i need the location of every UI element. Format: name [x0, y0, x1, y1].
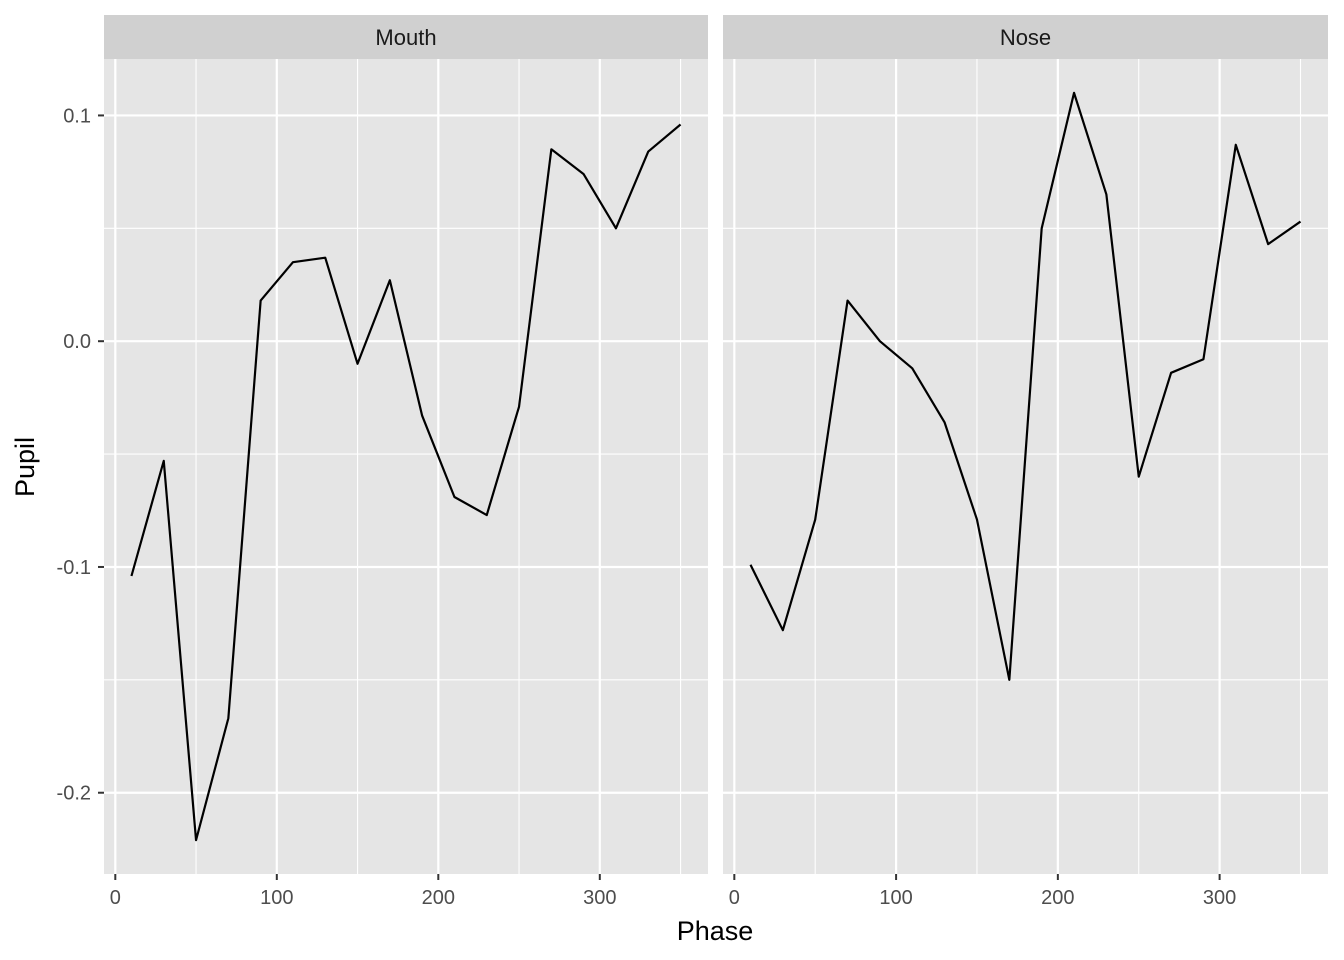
- x-tick-label: 200: [1041, 887, 1074, 909]
- facet-panel-nose: Nose 0 100 200 300: [723, 15, 1328, 909]
- facet-strip: [723, 15, 1328, 59]
- facet-strip-label: Mouth: [375, 25, 436, 50]
- x-tick-label: 100: [879, 887, 912, 909]
- x-tick-label: 300: [583, 887, 616, 909]
- facet-panel-mouth: Mouth 0 100 200 300 -0.2 -0.1 0.0 0.1: [57, 15, 708, 909]
- y-tick-label: 0.0: [63, 331, 91, 353]
- facet-strip: [104, 15, 708, 59]
- panel-background: [104, 59, 708, 874]
- y-tick-label: 0.1: [63, 105, 91, 127]
- y-tick-label: -0.2: [57, 783, 91, 805]
- x-tick-label: 100: [260, 887, 293, 909]
- x-tick-label: 300: [1203, 887, 1236, 909]
- series-line-mouth: [130, 123, 682, 842]
- series-line-nose: [749, 91, 1302, 681]
- facet-strip-label: Nose: [1000, 25, 1051, 50]
- x-tick-label: 0: [110, 887, 121, 909]
- y-tick-label: -0.1: [57, 557, 91, 579]
- x-tick-label: 200: [422, 887, 455, 909]
- facet-panels: Mouth 0 100 200 300 -0.2 -0.1 0.0 0.1 Nose 0 100 200…: [57, 15, 1328, 909]
- x-tick-label: 0: [729, 887, 740, 909]
- x-axis-title: Phase: [677, 916, 754, 946]
- y-axis-title: Pupil: [10, 437, 40, 497]
